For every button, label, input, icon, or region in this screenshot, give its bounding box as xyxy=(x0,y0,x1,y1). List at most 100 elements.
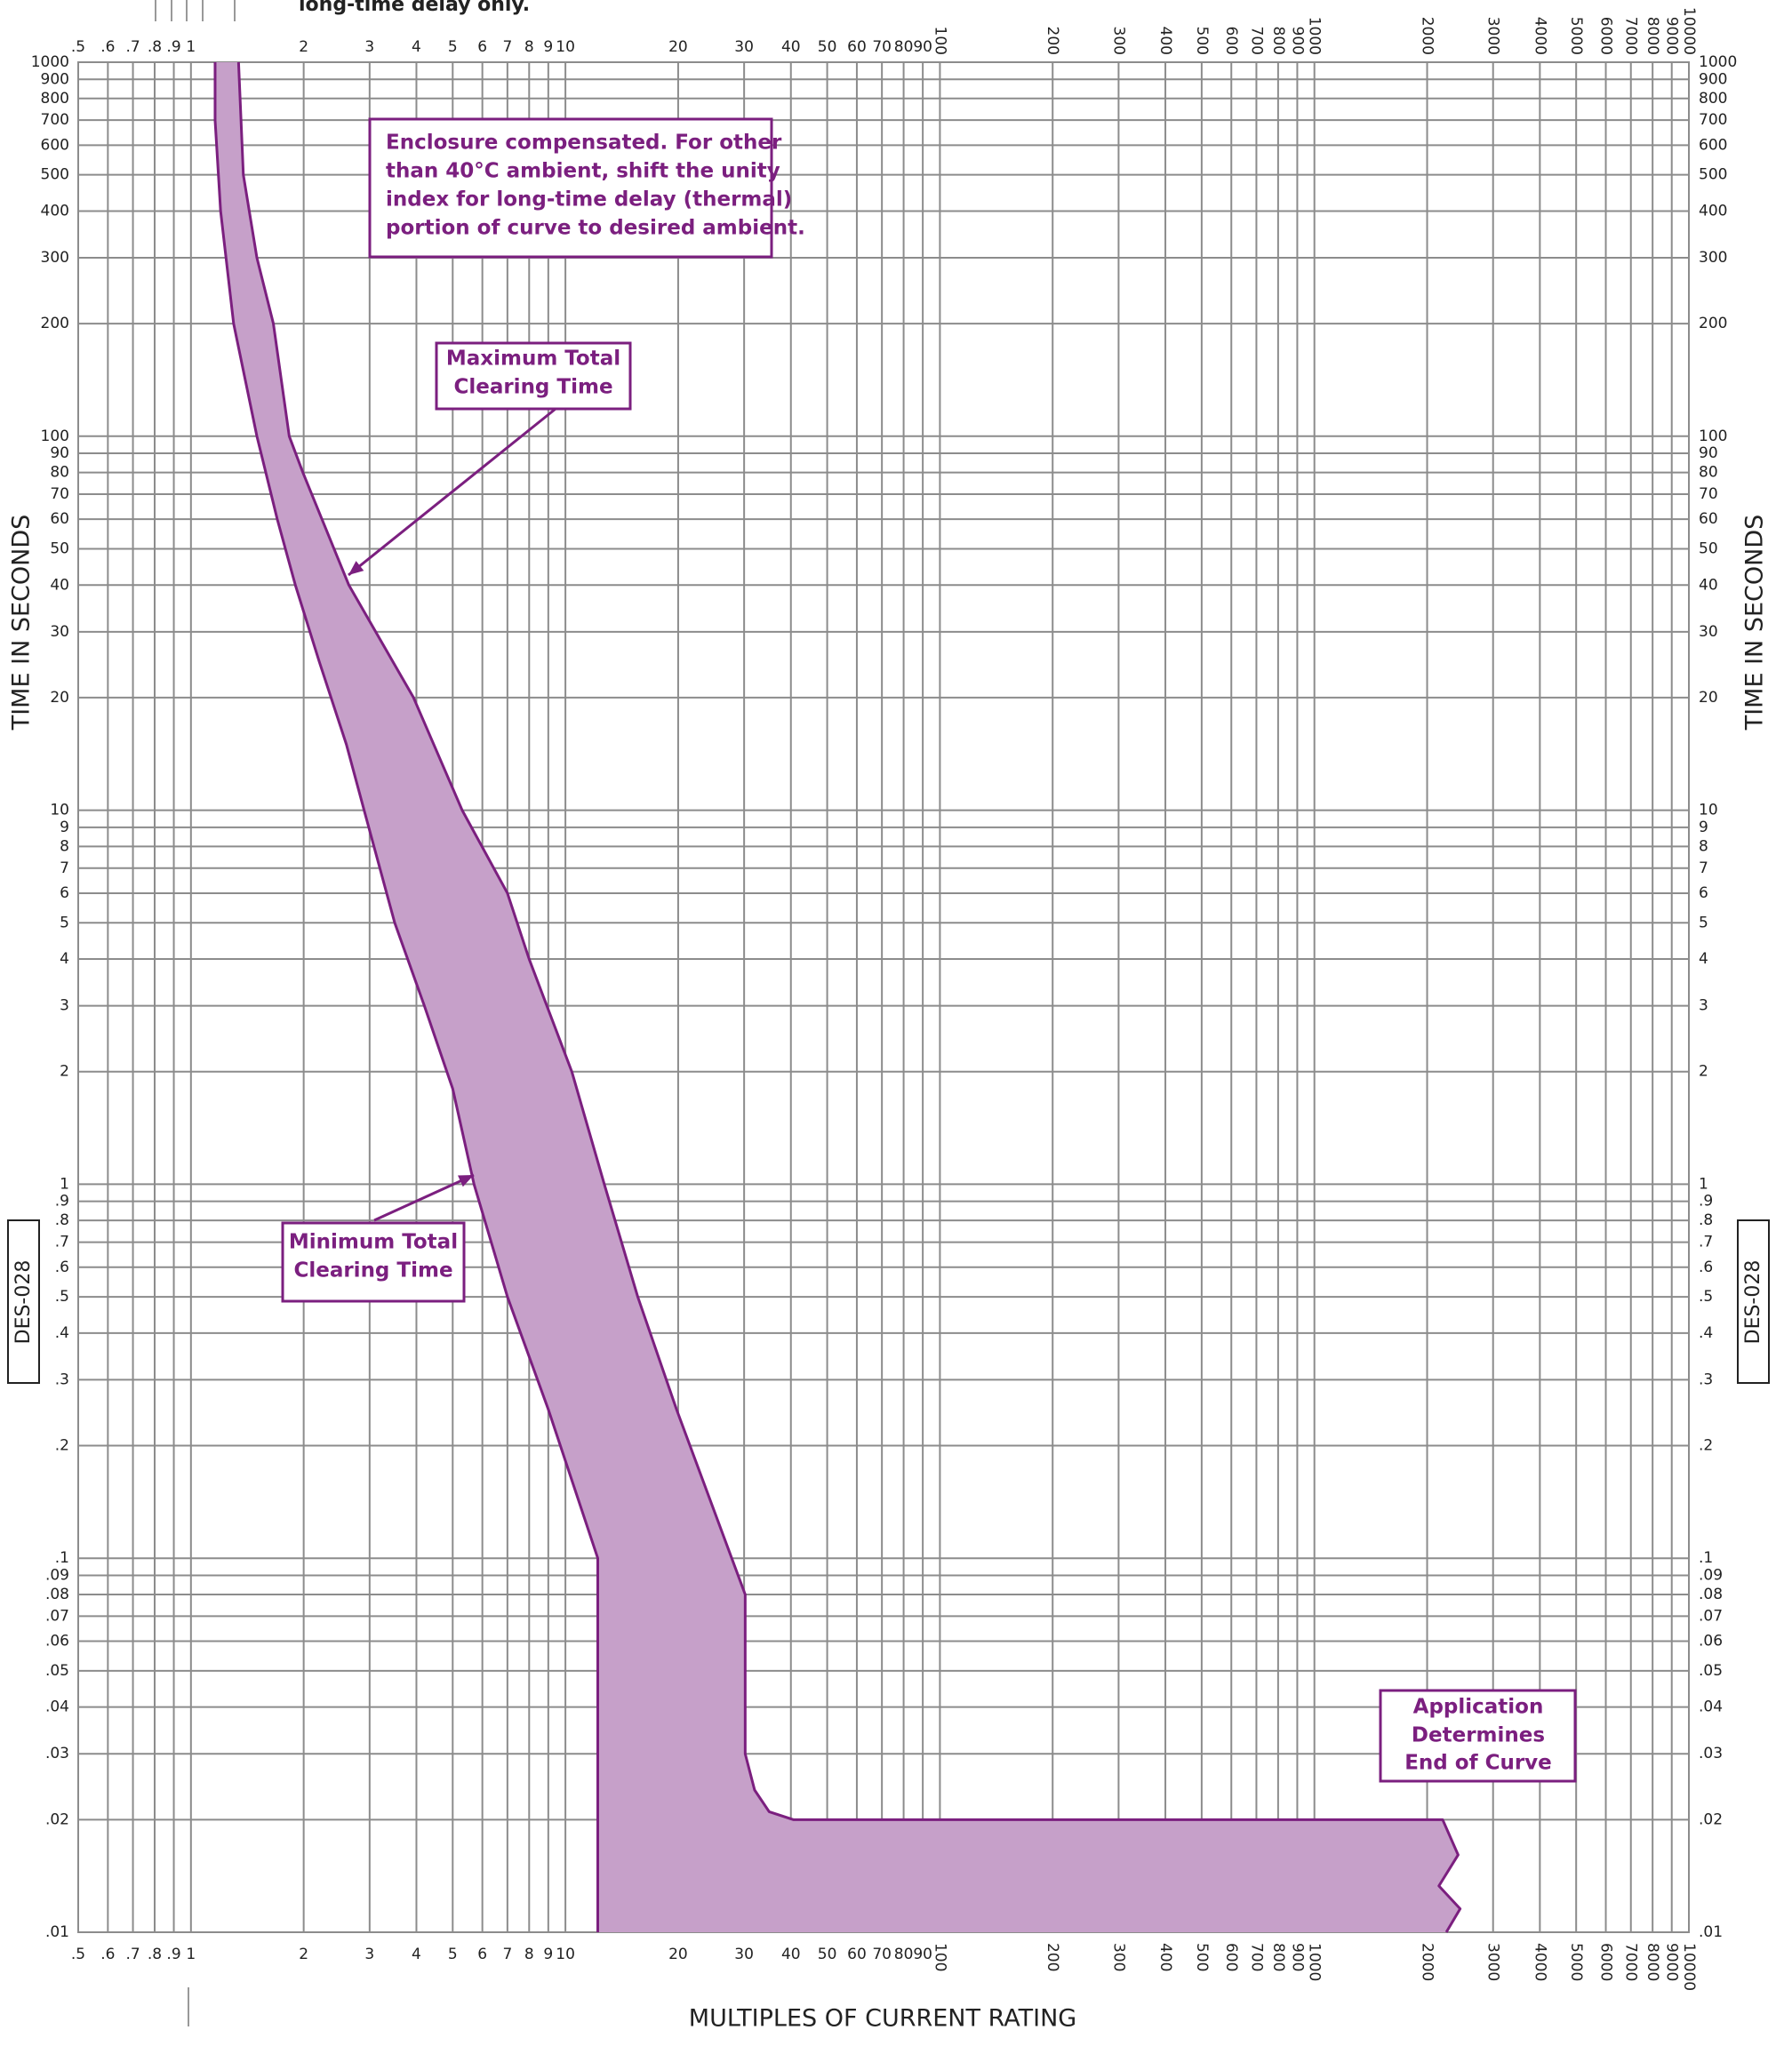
x-tick-label-bottom: .9 xyxy=(166,1946,180,1963)
x-tick-label: 10000 xyxy=(1680,7,1698,55)
y-tick-label-right: .8 xyxy=(1699,1211,1713,1229)
x-tick-label-bottom: 800 xyxy=(1269,1943,1287,1971)
annotation-text: Clearing Time xyxy=(453,376,612,399)
y-tick-label: .04 xyxy=(45,1698,69,1716)
x-tick-label-bottom: .8 xyxy=(148,1946,162,1963)
y-tick-label: .06 xyxy=(45,1633,69,1650)
y-tick-label-right: 8 xyxy=(1699,837,1708,855)
x-tick-label-bottom: 4000 xyxy=(1531,1943,1548,1981)
y-tick-label: 2 xyxy=(60,1063,69,1081)
x-tick-label-bottom: 20 xyxy=(668,1946,688,1963)
arrowhead xyxy=(458,1175,474,1187)
y-tick-label: .6 xyxy=(55,1259,69,1276)
x-tick-label: .9 xyxy=(166,38,180,56)
y-tick-label-right: .5 xyxy=(1699,1288,1713,1306)
y-tick-label: 20 xyxy=(50,689,69,707)
y-tick-label: 100 xyxy=(41,428,69,445)
y-tick-label: .4 xyxy=(55,1324,69,1342)
leader-line xyxy=(348,407,556,577)
x-tick-label: 2 xyxy=(299,38,308,56)
x-tick-label-bottom: 200 xyxy=(1044,1943,1061,1971)
x-tick-label: 7 xyxy=(502,38,512,56)
annotation-text: Application xyxy=(1413,1696,1544,1719)
y-tick-label-right: 100 xyxy=(1699,428,1727,445)
x-tick-label-bottom: 100 xyxy=(931,1943,948,1971)
x-tick-label-bottom: 5 xyxy=(448,1946,458,1963)
x-tick-label: 200 xyxy=(1044,27,1061,55)
y-tick-label: 200 xyxy=(41,315,69,332)
code-box-right xyxy=(1737,1219,1770,1384)
x-tick-label: 60 xyxy=(847,38,867,56)
y-tick-label-right: .05 xyxy=(1699,1662,1723,1680)
x-tick-label: 5 xyxy=(448,38,458,56)
y-tick-label-right: 6 xyxy=(1699,884,1708,902)
y-axis-label: TIME IN SECONDS xyxy=(8,515,36,731)
annotation-box xyxy=(281,1221,466,1303)
y-tick-label: .01 xyxy=(45,1923,69,1941)
y-tick-label-right: 900 xyxy=(1699,70,1727,88)
x-tick-label: 400 xyxy=(1156,27,1174,55)
x-tick-label: 9 xyxy=(543,38,553,56)
y-tick-label: .1 xyxy=(55,1549,69,1567)
x-tick-label: 4000 xyxy=(1531,17,1548,55)
x-tick-label-bottom: .6 xyxy=(100,1946,115,1963)
y-tick-label: 9 xyxy=(60,819,69,836)
y-tick-label: .8 xyxy=(55,1211,69,1229)
x-tick-label-bottom: 70 xyxy=(872,1946,892,1963)
x-tick-label-bottom: 9000 xyxy=(1663,1943,1681,1981)
x-tick-label-bottom: 5000 xyxy=(1567,1943,1585,1981)
y-tick-label-right: 80 xyxy=(1699,464,1718,482)
x-tick-label: 6 xyxy=(477,38,487,56)
x-tick-label: 1000 xyxy=(1306,17,1324,55)
x-tick-label: 2000 xyxy=(1419,17,1436,55)
y-tick-label-right: .04 xyxy=(1699,1698,1723,1716)
annotation-box xyxy=(435,341,632,411)
y-tick-label: 40 xyxy=(50,576,69,594)
x-tick-label: 20 xyxy=(668,38,688,56)
y-tick-label-right: 4 xyxy=(1699,950,1708,968)
x-tick-label: 10 xyxy=(556,38,575,56)
y-tick-label: 90 xyxy=(50,444,69,462)
y-tick-label: 400 xyxy=(41,202,69,220)
y-tick-label: 1 xyxy=(60,1175,69,1193)
x-tick-label-bottom: 8 xyxy=(524,1946,534,1963)
y-tick-label-right: 500 xyxy=(1699,166,1727,184)
x-tick-label: 3000 xyxy=(1484,17,1502,55)
x-tick-label: 1 xyxy=(186,38,196,56)
y-tick-label-right: .01 xyxy=(1699,1923,1723,1941)
y-tick-label: 800 xyxy=(41,90,69,108)
x-tick-label: 900 xyxy=(1288,27,1306,55)
x-tick-label-bottom: 300 xyxy=(1109,1943,1127,1971)
y-tick-label-right: 30 xyxy=(1699,623,1718,641)
x-tick-label: 50 xyxy=(818,38,837,56)
annotation-text: than 40°C ambient, shift the unity xyxy=(386,160,780,183)
y-tick-label: .5 xyxy=(55,1288,69,1306)
annotation-text: Minimum Total xyxy=(289,1231,458,1254)
x-tick-label-bottom: .5 xyxy=(71,1946,85,1963)
y-tick-label-right: 1 xyxy=(1699,1175,1708,1193)
x-tick-label: .5 xyxy=(71,38,85,56)
x-tick-label: 5000 xyxy=(1567,17,1585,55)
x-tick-label-bottom: 900 xyxy=(1288,1943,1306,1971)
x-tick-label: 3 xyxy=(364,38,374,56)
annotation-text: Clearing Time xyxy=(293,1259,452,1283)
y-tick-label-right: .09 xyxy=(1699,1566,1723,1584)
x-tick-label-bottom: 7 xyxy=(502,1946,512,1963)
y-tick-label: .08 xyxy=(45,1586,69,1603)
x-tick-label: 800 xyxy=(1269,27,1287,55)
y-tick-label-right: 7 xyxy=(1699,859,1708,877)
x-tick-label-bottom: 700 xyxy=(1247,1943,1265,1971)
y-tick-label: 80 xyxy=(50,464,69,482)
y-tick-label: 600 xyxy=(41,136,69,154)
y-tick-label-right: .6 xyxy=(1699,1259,1713,1276)
x-axis-label: MULTIPLES OF CURRENT RATING xyxy=(689,2005,1076,2033)
y-tick-label-right: 300 xyxy=(1699,249,1727,267)
y-tick-label-right: 20 xyxy=(1699,689,1718,707)
x-tick-label: 30 xyxy=(734,38,754,56)
y-axis-label-right: TIME IN SECONDS xyxy=(1741,515,1769,731)
x-tick-label-bottom: 50 xyxy=(818,1946,837,1963)
y-tick-label-right: .06 xyxy=(1699,1633,1723,1650)
x-tick-label: 4 xyxy=(412,38,421,56)
annotation-text: portion of curve to desired ambient. xyxy=(386,217,805,240)
